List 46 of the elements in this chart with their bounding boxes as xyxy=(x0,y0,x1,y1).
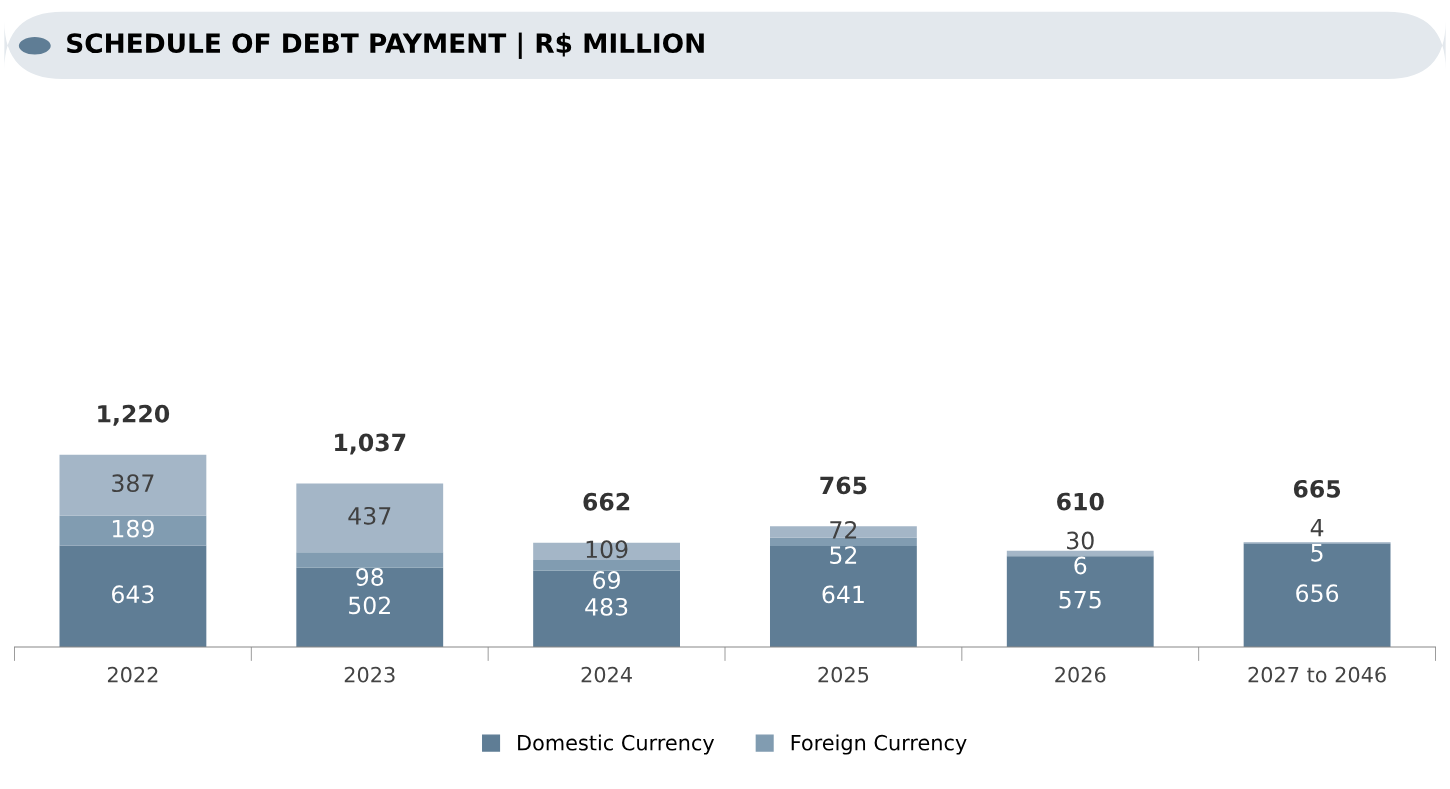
x-tick-label: 2026 xyxy=(1055,666,1106,683)
data-label: 72 xyxy=(830,521,857,539)
bar xyxy=(533,570,680,647)
bar xyxy=(296,483,444,553)
data-label: 52 xyxy=(830,546,857,564)
total-label: 1,037 xyxy=(335,433,406,455)
bar xyxy=(59,545,207,647)
data-label: 189 xyxy=(112,519,154,538)
bar xyxy=(59,515,207,546)
data-label: 656 xyxy=(1296,584,1339,603)
total-label: 1,220 xyxy=(98,404,170,426)
legend-label: Foreign Currency xyxy=(791,734,967,755)
bar xyxy=(296,552,444,568)
bar xyxy=(533,559,680,571)
x-tick-label: 2023 xyxy=(344,666,395,683)
data-label: 6 xyxy=(1074,556,1087,575)
x-tick-label: 2024 xyxy=(581,666,632,683)
bar xyxy=(296,567,444,647)
data-label: 643 xyxy=(112,585,154,604)
bar xyxy=(770,537,917,546)
data-label: 5 xyxy=(1311,544,1323,562)
total-label: 765 xyxy=(820,476,867,495)
data-label: 437 xyxy=(348,506,391,525)
total-label: 662 xyxy=(583,492,630,511)
bar xyxy=(770,545,917,647)
legend-label: Domestic Currency xyxy=(518,734,715,755)
bar xyxy=(59,454,207,516)
data-label: 483 xyxy=(585,597,628,616)
data-label: 98 xyxy=(356,568,384,586)
data-label: 109 xyxy=(586,540,628,559)
data-label: 69 xyxy=(593,571,620,589)
x-tick-label: 2022 xyxy=(107,666,158,683)
data-label: 387 xyxy=(112,474,154,493)
bar xyxy=(1006,556,1154,647)
total-label: 665 xyxy=(1293,479,1341,498)
total-label: 610 xyxy=(1057,492,1104,511)
bar xyxy=(533,542,680,560)
x-tick-label: 2027 to 2046 xyxy=(1248,666,1386,683)
bar xyxy=(1243,543,1391,647)
data-label: 502 xyxy=(349,596,390,615)
chart-title: SCHEDULE OF DEBT PAYMENT | R$ MILLION xyxy=(67,32,704,59)
data-label: 641 xyxy=(822,585,864,604)
data-label: 575 xyxy=(1059,590,1101,609)
data-label: 4 xyxy=(1310,519,1324,537)
data-label: 30 xyxy=(1067,531,1094,550)
x-tick-label: 2025 xyxy=(818,666,869,683)
